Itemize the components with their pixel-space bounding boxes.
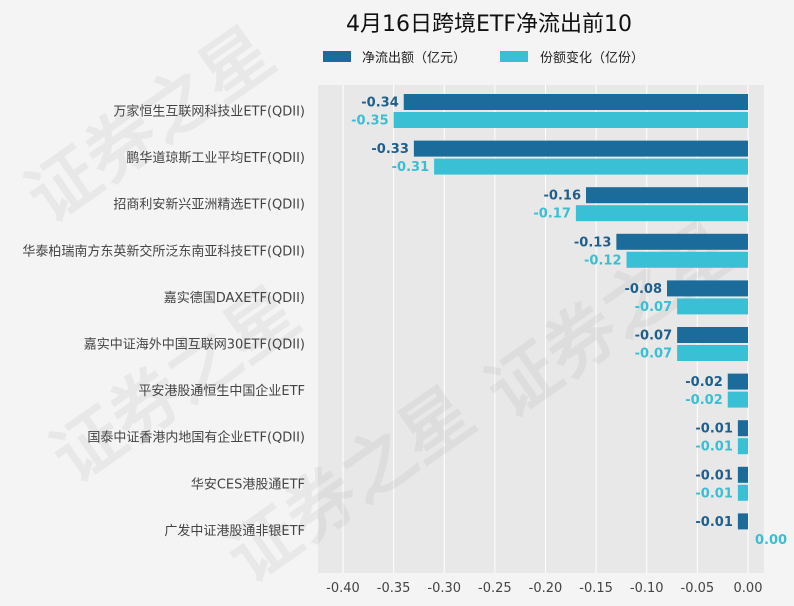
x-tick-label: -0.05: [681, 581, 715, 596]
category-axis: 万家恒生互联网科技业ETF(QDII) 鹏华道琼斯工业平均ETF(QDII) 招商利…: [22, 104, 305, 539]
data-label-share-change: 0.00: [755, 533, 787, 548]
bar-net-outflow: [413, 140, 748, 157]
chart-title: 4月16日跨境ETF净流出前10: [346, 12, 632, 37]
data-labels: -0.34 -0.33 -0.16 -0.13 -0.08 -0.07 -0.02 -0.01…: [351, 96, 787, 548]
category-label: 国泰中证香港内地国有企业ETF(QDII): [87, 430, 305, 446]
category-label: 华泰柏瑞南方东英新交所泛东南亚科技ETF(QDII): [22, 243, 305, 259]
bar-net-outflow: [737, 466, 748, 483]
bar-share-change: [434, 158, 748, 175]
category-label: 嘉实中证海外中国互联网30ETF(QDII): [84, 338, 305, 353]
bar-share-change: [393, 112, 748, 128]
x-tick-label: -0.20: [529, 581, 563, 596]
bar-net-outflow: [737, 513, 748, 530]
x-tick-label: -0.30: [427, 581, 461, 596]
x-tick-label: -0.40: [326, 581, 360, 596]
data-label-net-outflow: -0.01: [695, 468, 732, 483]
bar-net-outflow: [616, 233, 748, 250]
category-label: 广发中证港股通非银ETF: [164, 523, 305, 539]
category-label: 万家恒生互联网科技业ETF(QDII): [113, 104, 305, 120]
data-label-share-change: -0.07: [635, 300, 672, 315]
x-axis: -0.40 -0.35 -0.30 -0.25 -0.20 -0.15 -0.10 -0.05…: [326, 581, 762, 596]
bar-share-change: [727, 391, 748, 408]
bars: [393, 94, 748, 530]
data-label-share-change: -0.17: [533, 207, 570, 222]
legend-swatch-share-change: [500, 51, 528, 62]
bar-net-outflow: [403, 94, 748, 110]
x-tick-label: -0.35: [377, 581, 411, 596]
x-tick-label: -0.15: [579, 581, 613, 596]
data-label-net-outflow: -0.01: [695, 422, 732, 437]
data-label-net-outflow: -0.16: [544, 189, 581, 204]
bar-net-outflow: [727, 373, 748, 390]
data-label-net-outflow: -0.01: [695, 515, 732, 530]
legend-label-net-outflow: 净流出额（亿元）: [362, 51, 466, 66]
bar-share-change: [626, 251, 748, 268]
bar-net-outflow: [737, 420, 748, 437]
data-label-share-change: -0.02: [685, 393, 722, 408]
x-tick-label: 0.00: [734, 581, 763, 596]
x-tick-label: -0.10: [630, 581, 664, 596]
bar-net-outflow: [667, 280, 748, 297]
bar-net-outflow: [677, 327, 748, 343]
x-tick-label: -0.25: [478, 581, 512, 596]
data-label-net-outflow: -0.08: [625, 282, 662, 297]
category-label: 鹏华道琼斯工业平均ETF(QDII): [126, 151, 305, 166]
bar-share-change: [575, 205, 748, 222]
data-label-net-outflow: -0.13: [574, 235, 611, 250]
bar-share-change: [677, 298, 748, 315]
bar-share-change: [677, 345, 748, 361]
category-label: 平安港股通恒生中国企业ETF: [138, 383, 305, 399]
legend-label-share-change: 份额变化（亿份）: [540, 50, 644, 66]
category-label: 华安CES港股通ETF: [191, 477, 305, 492]
bar-share-change: [737, 438, 748, 455]
data-label-share-change: -0.31: [392, 160, 429, 175]
data-label-share-change: -0.01: [695, 440, 732, 455]
bar-share-change: [737, 484, 748, 501]
bar-net-outflow: [586, 187, 748, 204]
category-label: 招商利安新兴亚洲精选ETF(QDII): [113, 197, 305, 213]
data-label-share-change: -0.01: [695, 486, 732, 501]
category-label: 嘉实德国DAXETF(QDII): [164, 291, 305, 306]
data-label-share-change: -0.12: [584, 253, 621, 268]
data-label-net-outflow: -0.07: [635, 329, 672, 344]
data-label-share-change: -0.07: [635, 347, 672, 362]
data-label-share-change: -0.35: [351, 114, 388, 129]
data-label-net-outflow: -0.33: [371, 142, 408, 157]
legend: 净流出额（亿元） 份额变化（亿份）: [323, 50, 644, 66]
data-label-net-outflow: -0.02: [685, 375, 722, 390]
legend-swatch-net-outflow: [323, 51, 351, 62]
data-label-net-outflow: -0.34: [361, 96, 398, 111]
